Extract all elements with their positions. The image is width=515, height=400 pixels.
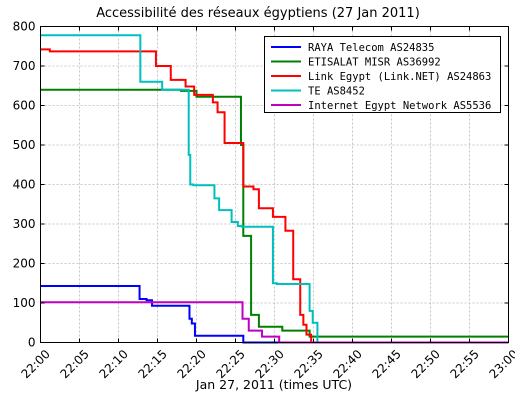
- y-tick-label: 700: [13, 59, 36, 73]
- y-tick-label: 300: [13, 217, 36, 231]
- legend: RAYA Telecom AS24835 ETISALAT MISR AS3699…: [264, 36, 501, 113]
- x-tick-label: 22:05: [57, 347, 91, 381]
- legend-box: [264, 36, 501, 113]
- y-tick-label: 400: [13, 178, 36, 192]
- legend-label: ETISALAT MISR AS36992: [308, 57, 441, 69]
- series-line-5: [40, 301, 509, 344]
- x-tick-label: 23:00: [486, 347, 515, 381]
- x-axis-label: Jan 27, 2011 (times UTC): [195, 377, 352, 392]
- chart-title: Accessibilité des réseaux égyptiens (27 …: [96, 6, 420, 21]
- y-tick-label: 600: [13, 99, 36, 113]
- legend-items: RAYA Telecom AS24835 ETISALAT MISR AS3699…: [271, 42, 491, 112]
- legend-label: TE AS8452: [308, 86, 365, 98]
- legend-label: Link Egypt (Link.NET) AS24863: [308, 71, 491, 83]
- series-lines: [40, 34, 509, 344]
- series-line-4: [40, 34, 509, 344]
- legend-label: Internet Egypt Network AS5536: [308, 100, 491, 112]
- y-tick-label: 200: [13, 257, 36, 271]
- legend-label: RAYA Telecom AS24835: [308, 42, 434, 54]
- y-tick-label: 500: [13, 138, 36, 152]
- series-line-3: [40, 48, 509, 344]
- y-tick-label: 800: [13, 20, 36, 34]
- x-tick-label: 22:15: [135, 347, 169, 381]
- x-tick-label: 22:55: [447, 347, 481, 381]
- x-tick-label: 22:50: [408, 347, 442, 381]
- y-tick-label: 100: [13, 296, 36, 310]
- series-line-1: [40, 285, 509, 344]
- x-tick-label: 22:00: [18, 347, 52, 381]
- y-tick-label: 0: [28, 336, 36, 350]
- x-tick-label: 22:10: [96, 347, 130, 381]
- x-tick-label: 22:45: [369, 347, 403, 381]
